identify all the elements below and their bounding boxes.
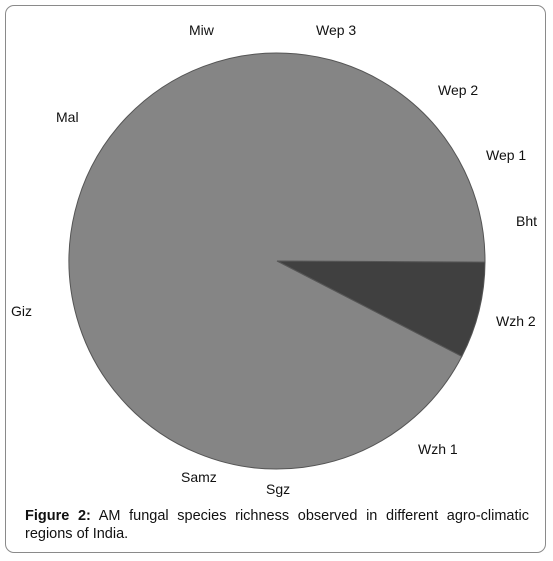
slice-label-giz: Giz (11, 303, 32, 319)
figure-caption: Figure 2: AM fungal species richness obs… (25, 507, 529, 543)
caption-text: AM fungal species richness observed in d… (25, 508, 529, 542)
pie-slices (68, 52, 486, 470)
slice-label-wzh2: Wzh 2 (496, 313, 536, 329)
caption-label: Figure 2: (25, 508, 91, 524)
slice-label-samz: Samz (181, 469, 217, 485)
slice-label-mal: Mal (56, 109, 79, 125)
slice-label-sgz: Sgz (266, 481, 290, 497)
slice-label-wzh1: Wzh 1 (418, 441, 458, 457)
pie-labels: Bht Wzh 2 Wzh 1 Sgz Samz Giz Mal Miw Wep… (11, 22, 537, 497)
slice-label-wep1: Wep 1 (486, 147, 526, 163)
slice-label-miw: Miw (189, 22, 215, 38)
slice-label-bht: Bht (516, 213, 537, 229)
pie-slice-wzh1 (68, 52, 486, 470)
pie-chart: Bht Wzh 2 Wzh 1 Sgz Samz Giz Mal Miw Wep… (11, 22, 537, 497)
slice-label-wep3: Wep 3 (316, 22, 356, 38)
pie-slice-wzh2 (276, 260, 486, 358)
slice-label-wep2: Wep 2 (438, 82, 478, 98)
